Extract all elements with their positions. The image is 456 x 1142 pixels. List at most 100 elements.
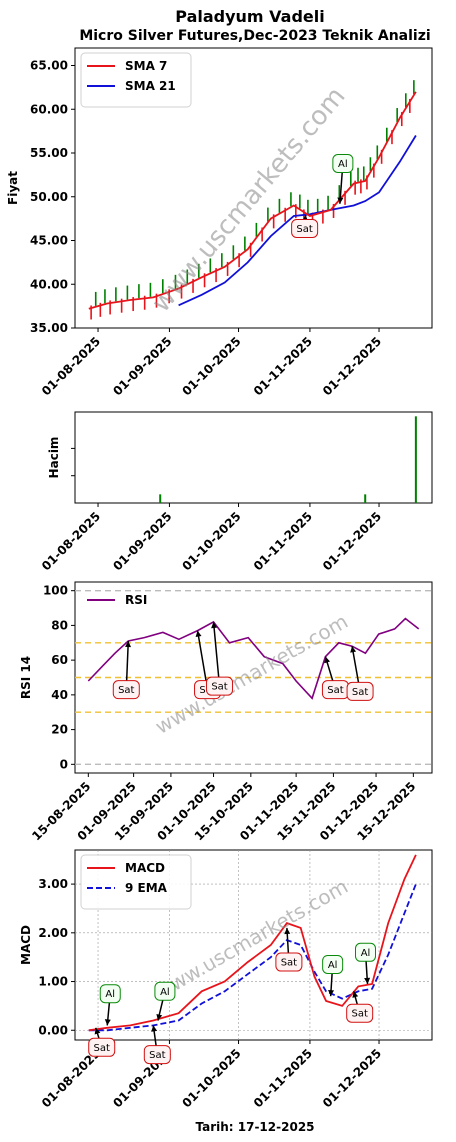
y-tick-label: 3.00 bbox=[38, 877, 68, 891]
plot-frame bbox=[74, 47, 433, 329]
sell-signal-badge bbox=[346, 681, 374, 701]
y-tick-label: 100 bbox=[43, 584, 68, 598]
y-tick-label: 45.00 bbox=[30, 234, 68, 248]
sell-signal-badge bbox=[143, 1045, 171, 1065]
y-tick-label: 55.00 bbox=[30, 146, 68, 160]
watermark: www.uscmarkets.com bbox=[146, 82, 351, 319]
y-axis-label: Fiyat bbox=[6, 171, 20, 205]
x-tick-label: 01-09-2025 bbox=[110, 509, 174, 573]
legend-label: RSI bbox=[125, 593, 147, 607]
annotation-arrowhead bbox=[352, 991, 359, 998]
annotation-arrowhead bbox=[337, 197, 344, 204]
y-axis-label: Hacim bbox=[47, 437, 61, 479]
annotation-arrowhead bbox=[104, 1019, 111, 1026]
annotation-label: Sat bbox=[296, 224, 312, 235]
annotation-arrowhead bbox=[156, 1013, 163, 1021]
y-tick-label: 60.00 bbox=[30, 102, 68, 116]
rsi-line bbox=[87, 617, 420, 700]
plot-frame bbox=[74, 411, 433, 504]
y-axis-label: MACD bbox=[19, 925, 33, 965]
annotation-arrow bbox=[212, 621, 221, 687]
legend-label: 9 EMA bbox=[125, 881, 168, 895]
annotation-label: Sat bbox=[327, 685, 343, 696]
annotation-arrowhead bbox=[125, 641, 132, 648]
x-tick-label: 01-12-2025 bbox=[320, 509, 384, 573]
volume-bar bbox=[414, 416, 417, 503]
buy-signal-badge bbox=[322, 954, 344, 974]
y-tick-label: 50.00 bbox=[30, 190, 68, 204]
annotation-label: Sat bbox=[351, 1009, 367, 1020]
legend-label: SMA 7 bbox=[125, 59, 167, 73]
annotation-label: Al bbox=[328, 960, 338, 971]
annotation-label: Sat bbox=[94, 1043, 110, 1054]
x-tick-label: 01-10-2025 bbox=[179, 334, 243, 398]
annotation-label: Sat bbox=[352, 687, 368, 698]
y-tick-label: 2.00 bbox=[38, 926, 68, 940]
legend-label: SMA 21 bbox=[125, 79, 176, 93]
sell-signal-badge bbox=[346, 1003, 374, 1023]
sell-signal-badge bbox=[275, 952, 303, 972]
x-tick-label: 01-08-2025 bbox=[39, 334, 103, 398]
annotation-arrowhead bbox=[211, 621, 218, 629]
y-tick-label: 35.00 bbox=[30, 321, 68, 335]
y-tick-label: 65.00 bbox=[30, 59, 68, 73]
rsi-panel: 02040608010015-08-202501-09-202515-09-20… bbox=[19, 581, 433, 843]
annotation-arrowhead bbox=[284, 927, 291, 935]
sell-signal-badge bbox=[88, 1037, 116, 1057]
y-tick-label: 60 bbox=[51, 653, 68, 667]
y-tick-label: 40 bbox=[51, 688, 68, 702]
x-tick-label: 01-12-2025 bbox=[320, 1046, 384, 1110]
legend-label: MACD bbox=[125, 861, 165, 875]
price-panel: 35.00 40.00 45.00 50.00 55.00 60.00 65.00 01-08… bbox=[6, 47, 433, 398]
x-tick-label: 01-11-2025 bbox=[251, 509, 315, 573]
buy-signal-badge bbox=[355, 942, 377, 962]
y-tick-label: 40.00 bbox=[30, 277, 68, 291]
sell-signal-badge bbox=[206, 676, 234, 696]
annotation-label: Sat bbox=[118, 685, 134, 696]
annotation-label: Al bbox=[338, 159, 348, 170]
x-tick-label: 01-11-2025 bbox=[251, 1046, 315, 1110]
plot-frame bbox=[74, 849, 433, 1041]
annotation-label: Al bbox=[160, 987, 170, 998]
buy-signal-badge bbox=[332, 154, 354, 173]
x-tick-label: 01-08-2025 bbox=[39, 509, 103, 573]
chart-subtitle: Micro Silver Futures,Dec-2023 Teknik Ana… bbox=[79, 28, 430, 44]
sma7-line bbox=[88, 91, 417, 310]
macd-line bbox=[88, 854, 417, 1032]
y-tick-label: 1.00 bbox=[38, 975, 68, 989]
annotation-arrowhead bbox=[151, 1025, 158, 1032]
x-tick-label: 01-11-2025 bbox=[251, 334, 315, 398]
sma21-line bbox=[178, 135, 417, 307]
footer-date: Tarih: 17-12-2025 bbox=[195, 1120, 314, 1134]
y-axis-label: RSI 14 bbox=[19, 656, 33, 699]
annotation-label: Al bbox=[361, 948, 371, 959]
x-tick-label: 01-12-2025 bbox=[320, 334, 384, 398]
y-tick-label: 0.00 bbox=[38, 1023, 68, 1037]
x-tick-label: 01-10-2025 bbox=[179, 509, 243, 573]
annotation-label: Sat bbox=[281, 958, 297, 969]
y-tick-label: 0 bbox=[60, 757, 68, 771]
watermark: www.uscmarkets.com bbox=[151, 609, 352, 739]
annotation-arrowhead bbox=[94, 1027, 101, 1035]
y-tick-label: 80 bbox=[51, 618, 68, 632]
chart-title: Paladyum Vadeli bbox=[175, 7, 324, 26]
annotation-label: Sat bbox=[211, 682, 227, 693]
annotation-arrowhead bbox=[324, 656, 331, 664]
buy-signal-badge bbox=[99, 984, 121, 1004]
annotation-arrowhead bbox=[328, 989, 335, 997]
annotation-arrowhead bbox=[364, 977, 371, 984]
sell-signal-badge bbox=[291, 219, 319, 238]
volume-bar bbox=[364, 494, 367, 503]
annotation-arrowhead bbox=[350, 646, 357, 653]
annotation-label: Al bbox=[105, 989, 115, 1000]
annotation-arrow bbox=[196, 630, 209, 690]
sell-signal-badge bbox=[112, 680, 140, 700]
y-tick-label: 20 bbox=[51, 723, 68, 737]
volume-panel: 01-08-2025 01-09-2025 01-10-2025 01-11-2025… bbox=[39, 411, 433, 573]
buy-signal-badge bbox=[154, 981, 176, 1001]
x-tick-label: 01-10-2025 bbox=[179, 1046, 243, 1110]
x-tick-label: 01-09-2025 bbox=[110, 334, 174, 398]
annotation-arrowhead bbox=[195, 630, 202, 638]
